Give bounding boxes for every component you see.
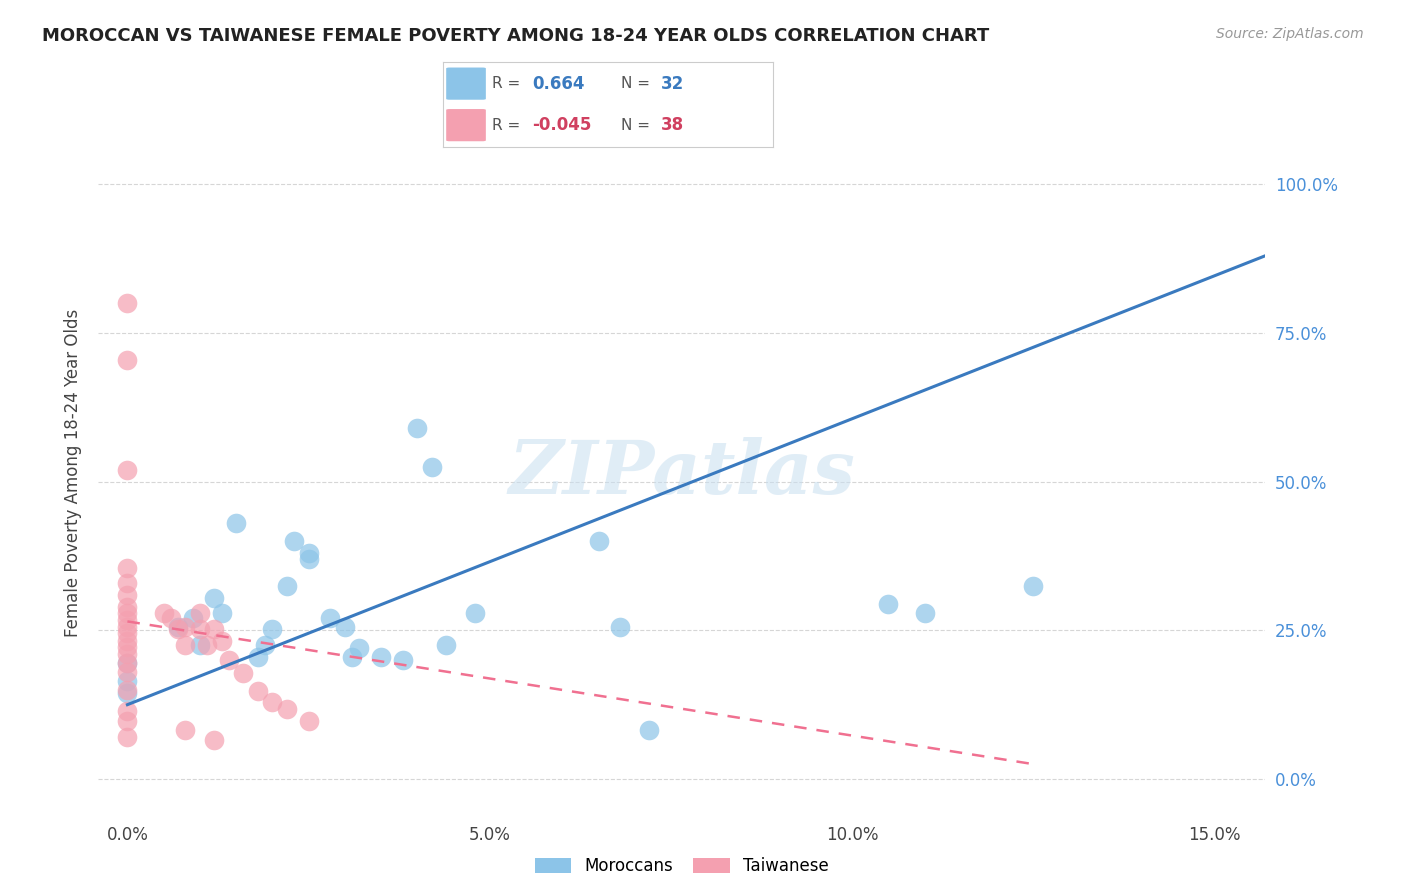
Point <box>420 459 443 474</box>
Point <box>588 534 610 549</box>
Point <box>202 733 225 747</box>
Point <box>117 704 139 718</box>
Point <box>174 638 197 652</box>
Point <box>195 638 218 652</box>
Point <box>188 606 211 620</box>
Point <box>117 296 139 310</box>
Point <box>246 650 269 665</box>
Point <box>117 561 139 575</box>
Point <box>167 620 190 634</box>
Text: N =: N = <box>621 76 655 91</box>
Point <box>202 622 225 636</box>
Point <box>276 702 298 716</box>
Text: MOROCCAN VS TAIWANESE FEMALE POVERTY AMONG 18-24 YEAR OLDS CORRELATION CHART: MOROCCAN VS TAIWANESE FEMALE POVERTY AMO… <box>42 27 990 45</box>
Point <box>117 620 139 634</box>
Point <box>218 653 240 667</box>
Point <box>609 620 631 634</box>
Point <box>254 638 277 652</box>
Point <box>174 723 197 738</box>
Point <box>638 723 661 738</box>
Point <box>117 626 139 640</box>
Text: 32: 32 <box>661 75 685 93</box>
Point <box>117 575 139 590</box>
Point <box>232 666 254 681</box>
Point <box>276 579 298 593</box>
Point <box>117 588 139 602</box>
Point <box>225 516 247 531</box>
Point <box>117 599 139 614</box>
Point <box>298 714 321 728</box>
Point <box>319 611 342 625</box>
Point <box>340 650 363 665</box>
Point <box>117 463 139 477</box>
Point <box>211 606 233 620</box>
Point <box>914 606 936 620</box>
Point <box>464 606 486 620</box>
Point <box>211 634 233 648</box>
Point <box>370 650 392 665</box>
Point <box>117 606 139 620</box>
Point <box>333 620 356 634</box>
Point <box>117 682 139 697</box>
Point <box>188 638 211 652</box>
Point <box>202 591 225 605</box>
Text: R =: R = <box>492 76 526 91</box>
Point <box>181 611 204 625</box>
Text: ZIPatlas: ZIPatlas <box>509 436 855 509</box>
FancyBboxPatch shape <box>446 68 486 100</box>
Y-axis label: Female Poverty Among 18-24 Year Olds: Female Poverty Among 18-24 Year Olds <box>65 309 83 637</box>
Point <box>434 638 457 652</box>
Point <box>262 622 284 636</box>
Text: -0.045: -0.045 <box>531 116 592 134</box>
Text: R =: R = <box>492 118 526 133</box>
Point <box>117 352 139 367</box>
Point <box>117 640 139 654</box>
Text: 0.664: 0.664 <box>531 75 585 93</box>
Point <box>298 552 321 566</box>
Point <box>117 634 139 648</box>
Point <box>262 695 284 709</box>
Point <box>392 653 415 667</box>
Legend: Moroccans, Taiwanese: Moroccans, Taiwanese <box>529 851 835 882</box>
Point <box>174 620 197 634</box>
Point <box>406 421 429 435</box>
Point <box>188 622 211 636</box>
Point <box>152 606 174 620</box>
Point <box>298 546 321 560</box>
Point <box>117 656 139 670</box>
FancyBboxPatch shape <box>446 109 486 141</box>
Point <box>117 686 139 700</box>
Point <box>117 714 139 728</box>
Point <box>877 597 900 611</box>
Point <box>117 647 139 661</box>
Point <box>246 684 269 698</box>
Point <box>117 731 139 745</box>
Point <box>160 611 183 625</box>
Point <box>117 613 139 627</box>
Point <box>117 665 139 679</box>
Text: 38: 38 <box>661 116 685 134</box>
Text: N =: N = <box>621 118 655 133</box>
Point <box>167 622 190 636</box>
Point <box>349 641 371 656</box>
Point <box>117 673 139 688</box>
Point <box>117 656 139 670</box>
Point <box>1022 579 1045 593</box>
Text: Source: ZipAtlas.com: Source: ZipAtlas.com <box>1216 27 1364 41</box>
Point <box>283 534 305 549</box>
